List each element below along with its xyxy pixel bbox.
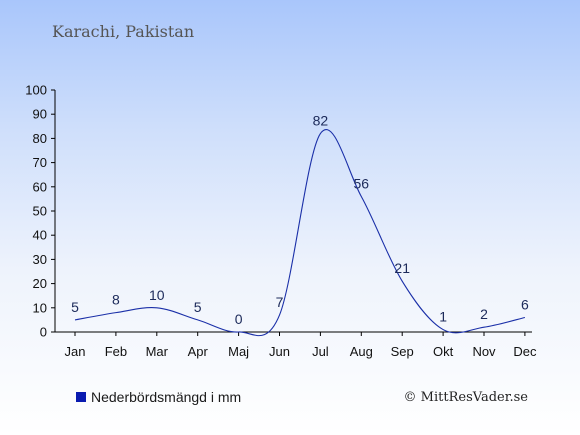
data-labels: 5 8 10 5 0 7 82 56 21 1 2 6 — [71, 113, 529, 327]
y-tick-label: 40 — [33, 228, 47, 243]
precipitation-line — [74, 129, 526, 337]
x-tick-label: Aug — [350, 344, 373, 359]
chart-place-title: Karachi, Pakistan — [52, 22, 195, 41]
data-label: 7 — [276, 294, 284, 310]
x-tick-label: Jun — [269, 344, 290, 359]
data-label: 5 — [194, 299, 202, 315]
x-tick-label: Dec — [513, 344, 537, 359]
data-label: 8 — [112, 292, 120, 308]
data-label: 6 — [521, 296, 529, 312]
x-tick-label: Jan — [65, 344, 86, 359]
site-credit: © MittResVader.se — [403, 390, 528, 405]
x-tick-label: Feb — [105, 344, 127, 359]
y-tick-label: 50 — [33, 204, 47, 219]
data-label: 0 — [235, 311, 243, 327]
legend: Nederbördsmängd i mm — [76, 389, 241, 405]
x-axis-ticks: Jan Feb Mar Apr Maj Jun Jul Aug Sep Okt Nov Dec — [65, 332, 537, 359]
y-axis-ticks: 0 10 20 30 40 50 60 70 80 90 100 — [25, 83, 55, 340]
data-label: 56 — [354, 175, 370, 191]
legend-label: Nederbördsmängd i mm — [91, 389, 242, 405]
data-label: 5 — [71, 299, 79, 315]
x-tick-label: Maj — [228, 344, 249, 359]
data-label: 10 — [149, 287, 165, 303]
x-tick-label: Sep — [391, 344, 414, 359]
y-tick-label: 10 — [33, 300, 47, 315]
x-tick-label: Mar — [146, 344, 169, 359]
data-label: 1 — [439, 309, 447, 325]
legend-swatch — [76, 392, 86, 402]
y-tick-label: 80 — [33, 131, 47, 146]
x-tick-label: Jul — [312, 344, 329, 359]
x-tick-label: Nov — [472, 344, 496, 359]
y-tick-label: 30 — [33, 252, 47, 267]
y-tick-label: 0 — [40, 325, 47, 340]
y-tick-label: 60 — [33, 179, 47, 194]
x-tick-label: Apr — [188, 344, 209, 359]
y-tick-label: 90 — [33, 107, 47, 122]
y-tick-label: 100 — [25, 83, 47, 98]
data-label: 2 — [480, 306, 488, 322]
x-tick-label: Okt — [433, 344, 454, 359]
data-label: 21 — [394, 260, 410, 276]
y-tick-label: 70 — [33, 155, 47, 170]
y-tick-label: 20 — [33, 276, 47, 291]
data-label: 82 — [313, 113, 329, 129]
